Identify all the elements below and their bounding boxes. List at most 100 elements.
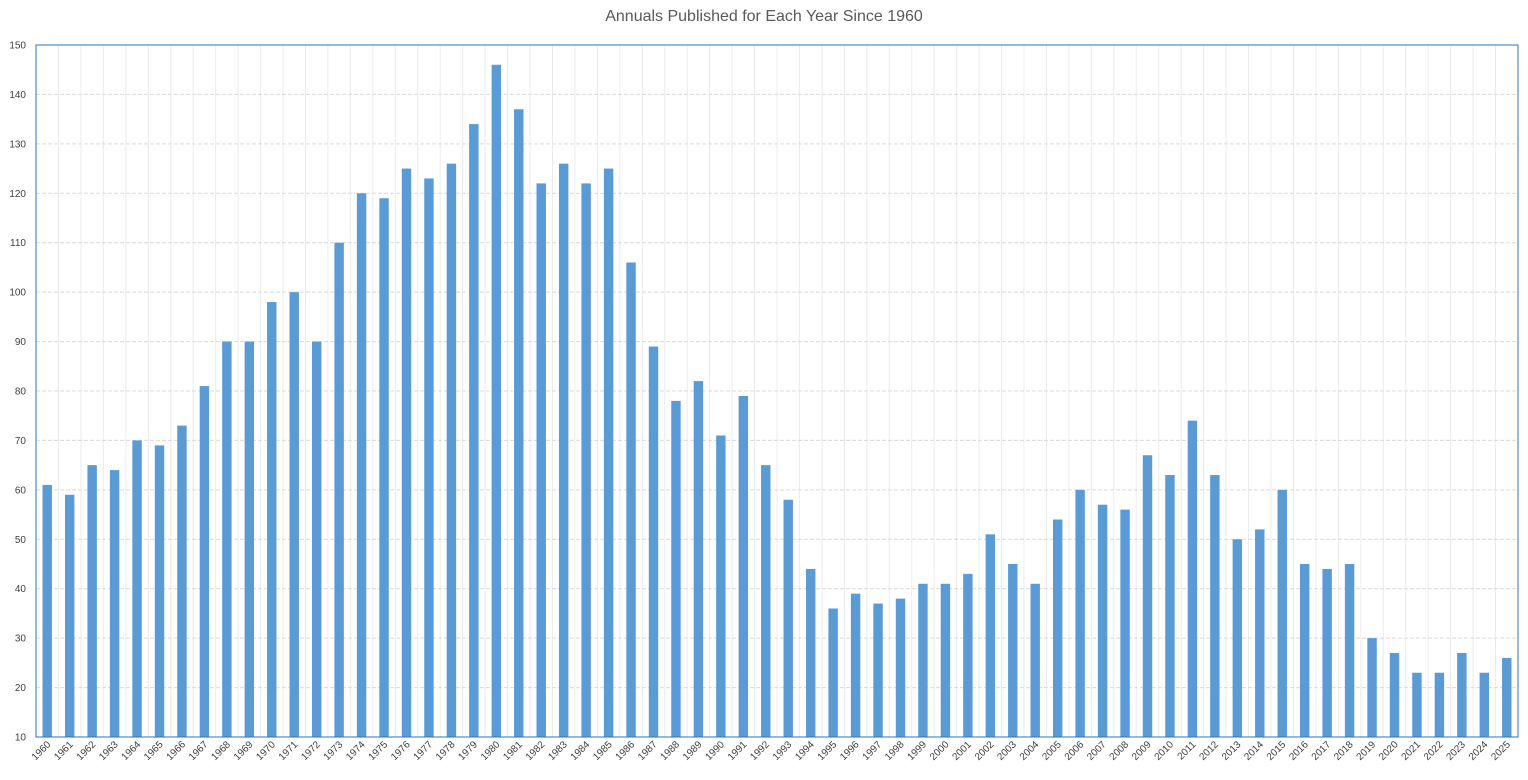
x-tick-label: 1961 [52,739,76,763]
x-tick-label: 1981 [501,739,525,763]
bar-1990 [716,435,726,737]
x-tick-label: 1982 [524,739,548,763]
bar-1974 [356,193,367,738]
bar-1966 [177,425,187,737]
x-tick-label: 2004 [1018,739,1042,763]
x-tick-label: 1989 [681,739,705,763]
x-tick-label: 2013 [1220,739,1244,763]
x-tick-label: 2001 [950,739,974,763]
x-tick-label: 1995 [816,739,840,763]
x-tick-label: 1967 [187,739,211,763]
x-tick-label: 2011 [1176,739,1199,762]
x-tick-label: 1970 [254,739,278,763]
bar-1970 [267,302,277,737]
bar-1979 [469,124,479,738]
bar-1973 [334,242,344,737]
bar-1978 [446,163,457,738]
bar-1999 [918,583,928,737]
y-tick-label: 150 [9,41,26,52]
bar-1987 [648,346,659,737]
x-tick-label: 1966 [165,739,189,763]
bar-1996 [850,593,861,737]
x-tick-label: 1962 [75,739,99,763]
y-tick-label: 50 [15,535,27,546]
bar-1968 [222,341,232,737]
x-tick-label: 1964 [120,739,144,763]
bar-2003 [1008,564,1018,737]
x-tick-label: 2025 [1489,739,1513,763]
bar-1962 [87,465,97,737]
x-tick-label: 2017 [1310,739,1334,763]
bar-2014 [1255,529,1265,737]
x-tick-label: 1976 [389,739,413,763]
bar-2012 [1210,475,1220,737]
x-tick-label: 1993 [771,739,795,763]
x-tick-label: 2010 [1153,739,1177,763]
y-tick-label: 110 [10,238,26,249]
bar-1981 [514,109,524,737]
bar-2024 [1479,672,1490,737]
bar-1993 [783,499,793,737]
x-tick-label: 1973 [322,739,346,763]
x-tick-label: 1996 [838,739,862,763]
y-tick-label: 100 [9,288,26,299]
bar-1984 [581,183,591,737]
bar-1980 [491,64,502,738]
y-tick-label: 60 [15,485,27,496]
bar-1986 [626,262,636,737]
x-tick-label: 1987 [636,739,660,763]
y-tick-label: 20 [15,683,27,694]
x-tick-label: 1999 [906,739,930,763]
x-tick-label: 1990 [703,739,727,763]
x-tick-label: 1968 [209,739,233,763]
bar-1989 [693,381,704,737]
bar-1997 [873,603,883,737]
bar-1960 [42,484,52,737]
bar-2006 [1075,489,1085,737]
x-tick-label: 2015 [1265,739,1289,763]
bar-2005 [1052,519,1063,737]
bar-2013 [1232,539,1243,737]
bar-1995 [828,608,838,737]
y-tick-label: 40 [15,584,27,595]
x-tick-label: 1971 [277,739,301,763]
bar-2015 [1277,489,1287,737]
x-tick-label: 2018 [1332,739,1356,763]
bar-1967 [199,386,210,737]
plot-border [35,44,1519,738]
bar-2000 [940,583,951,737]
x-tick-label: 1963 [97,739,121,763]
bar-1971 [289,292,299,737]
bar-1961 [64,494,75,737]
x-tick-label: 1978 [434,739,458,763]
y-tick-label: 30 [15,634,27,645]
bar-1983 [558,163,569,738]
bar-1972 [311,341,322,737]
x-tick-label: 2009 [1130,739,1154,763]
x-tick-label: 2019 [1355,739,1379,763]
x-tick-label: 2014 [1242,739,1266,763]
bar-2009 [1142,455,1153,737]
bar-2004 [1030,583,1040,737]
bar-2011 [1187,420,1198,737]
bar-1969 [244,341,255,737]
x-tick-label: 2024 [1467,739,1491,763]
bar-1963 [109,470,120,737]
x-tick-label: 1974 [344,739,368,763]
bar-2002 [985,534,996,737]
x-tick-label: 1984 [569,739,593,763]
bar-2019 [1367,638,1377,737]
bar-1985 [603,168,614,738]
bar-2016 [1299,564,1310,737]
bar-2023 [1457,652,1467,737]
x-tick-label: 2003 [995,739,1019,763]
x-tick-label: 1979 [456,739,480,763]
x-tick-label: 2007 [1085,739,1109,763]
x-tick-label: 1988 [659,739,683,763]
bar-1977 [424,178,434,737]
x-tick-label: 1994 [793,739,817,763]
x-tick-label: 1992 [748,739,772,763]
x-tick-label: 2008 [1108,739,1132,763]
x-tick-label: 1985 [591,739,615,763]
